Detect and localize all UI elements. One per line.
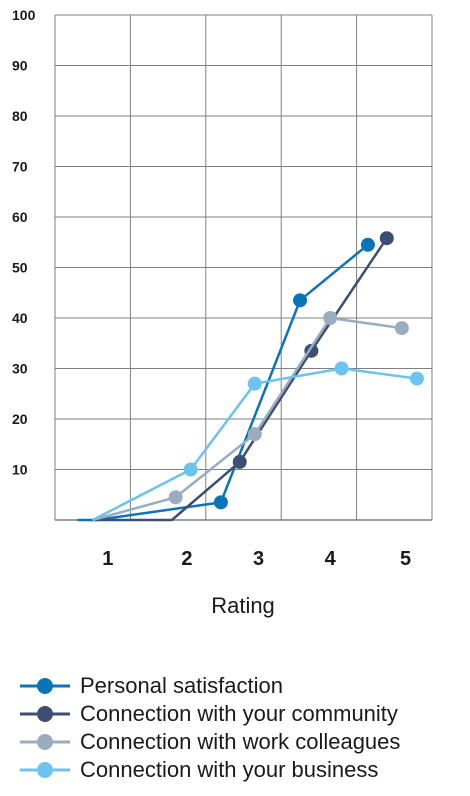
data-point [293,293,308,308]
data-point [247,376,262,391]
x-axis-title: Rating [211,593,275,618]
y-tick-label: 50 [12,260,28,276]
y-tick-label: 100 [12,7,36,23]
legend-swatch [20,762,70,778]
legend-label: Connection with your business [80,757,379,782]
data-point [183,462,198,477]
legend-label: Connection with your community [80,701,398,726]
x-tick-label: 5 [400,548,411,570]
chart: 10 20 30 40 50 60 70 80 90 100 1 2 3 4 5 Rating [12,7,433,618]
legend: Personal satisfaction Connection with yo… [18,672,468,784]
legend-swatch [20,678,70,694]
y-tick-label: 70 [12,159,28,175]
series-line [77,243,369,522]
y-tick-label: 30 [12,361,28,377]
y-tick-label: 90 [12,58,28,74]
y-tick-label: 40 [12,310,28,326]
data-point [379,231,394,246]
y-tick-label: 60 [12,209,28,225]
legend-item: Connection with your community [18,700,468,728]
data-point [213,495,228,510]
x-tick-label: 2 [181,548,192,570]
legend-item: Connection with your business [18,756,468,784]
y-tick-label: 10 [12,462,28,478]
legend-swatch [20,706,70,722]
legend-label: Connection with work colleagues [80,729,401,754]
data-point [409,371,424,386]
x-tick-label: 3 [253,548,264,570]
series-line [92,367,418,522]
legend-label: Personal satisfaction [80,673,283,698]
data-point [323,311,338,325]
data-point [232,454,247,469]
legend-item: Connection with work colleagues [18,728,468,756]
data-point [394,321,409,336]
x-tick-label: 4 [325,548,337,570]
data-point [334,361,349,376]
y-tick-label: 20 [12,411,28,427]
line-chart: 10 20 30 40 50 60 70 80 90 100 1 2 3 4 5 Rating [12,7,433,618]
series-line [92,237,388,522]
y-tick-label: 80 [12,108,28,124]
legend-swatch [20,734,70,750]
data-point [168,490,183,505]
x-tick-label: 1 [102,548,113,570]
data-point [247,427,262,442]
legend-item: Personal satisfaction [18,672,468,700]
data-point [360,237,375,252]
